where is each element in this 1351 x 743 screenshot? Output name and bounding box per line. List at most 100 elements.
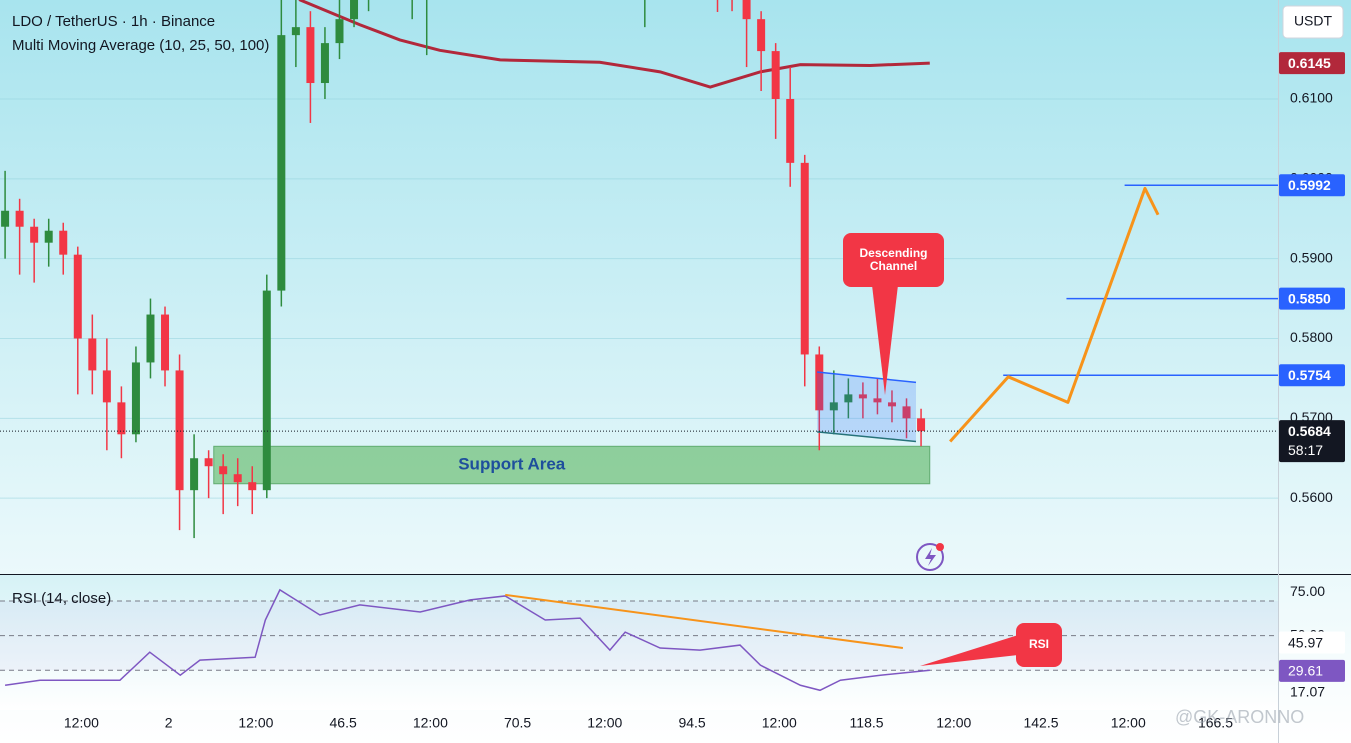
rsi-trendline: [505, 593, 904, 650]
callout-box: [843, 233, 944, 287]
rsi-title: RSI (14, close): [12, 590, 111, 607]
overlay: 0.61000.60000.59000.58000.57000.56000.61…: [64, 52, 1345, 731]
candle-body: [277, 35, 286, 291]
candle-body: [248, 482, 257, 491]
rsi-chip-label: 29.61: [1288, 663, 1323, 679]
x-tick-label: 12:00: [413, 715, 448, 731]
channel-lower: [817, 431, 917, 443]
y-tick-label: 0.5800: [1290, 329, 1333, 345]
currency-button[interactable]: [1282, 5, 1344, 39]
alert-dot: [936, 543, 944, 551]
alert-bolt: [925, 548, 936, 566]
candle-body: [320, 43, 329, 84]
candle-body: [161, 314, 170, 371]
candle-body: [175, 370, 184, 491]
projection: [949, 186, 1160, 443]
candle-body: [873, 398, 882, 403]
x-tick-label: 70.5: [504, 715, 531, 731]
candle-body: [131, 362, 140, 435]
candle-body: [844, 394, 853, 403]
price-chip: [1279, 287, 1345, 310]
candle-body: [742, 0, 751, 20]
rsi-chip: [1279, 659, 1345, 682]
candle-body: [887, 402, 896, 407]
x-tick-label: 2: [165, 715, 173, 731]
rsi-chip: [1279, 631, 1345, 654]
candle-body: [815, 354, 824, 411]
candle-body: [146, 314, 155, 363]
candle-body: [829, 402, 838, 411]
candle-body: [102, 370, 111, 403]
rsi-background: [0, 575, 1278, 710]
x-tick-label: 94.5: [678, 715, 705, 731]
candle-body: [117, 402, 126, 435]
y-tick-label: 0.5600: [1290, 489, 1333, 505]
x-tick-label: 166.5: [1198, 715, 1233, 731]
candle-body: [88, 338, 97, 371]
candle-body: [44, 230, 53, 243]
rsi-line: [4, 588, 930, 692]
candle-body: [771, 51, 780, 99]
candle-body: [291, 27, 300, 36]
last-price-chip: [1279, 420, 1345, 463]
x-tick-label: 12:00: [762, 715, 797, 731]
candle-body: [800, 162, 809, 355]
x-tick-label: 12:00: [587, 715, 622, 731]
candle-body: [335, 19, 344, 44]
x-tick-label: 12:00: [64, 715, 99, 731]
candle-body: [59, 230, 68, 255]
candle-body: [30, 226, 39, 243]
price-chip-label: 0.5850: [1288, 290, 1331, 306]
y-tick-label: 0.6100: [1290, 90, 1333, 106]
y-tick-label: 17.07: [1290, 683, 1325, 699]
rsi-callout-pointer: [920, 635, 1018, 666]
y-tick-label: 0.5900: [1290, 249, 1333, 265]
x-tick-label: 12:00: [936, 715, 971, 731]
price-chip-label: 0.6145: [1288, 55, 1331, 71]
channel-upper: [817, 371, 917, 384]
callout: Descending Channel: [859, 246, 928, 273]
candle-body: [73, 254, 82, 339]
chart-subtitle: Multi Moving Average (10, 25, 50, 100): [12, 37, 269, 54]
candle-body: [204, 458, 213, 467]
candle-body: [15, 210, 24, 227]
callout-pointer: [872, 285, 898, 395]
candle-body: [306, 27, 315, 84]
rsi-callout: RSI: [1029, 637, 1049, 651]
candle-body: [786, 98, 795, 163]
candle-body: [262, 290, 271, 491]
callout-label: Descending Channel: [859, 246, 928, 273]
price-chip: [1279, 364, 1345, 387]
candle-body: [350, 0, 359, 20]
candle-body: [219, 466, 228, 475]
price-chip: [1279, 174, 1345, 197]
candle-body: [233, 474, 242, 483]
support-label: Support Area: [458, 455, 566, 474]
watermark: @GK-ARONNO: [1175, 707, 1304, 727]
price-chip-label: 0.5992: [1288, 177, 1331, 193]
alert-icon[interactable]: [916, 543, 944, 571]
moving-average: [298, 0, 930, 89]
rsi-callout-box: [1016, 623, 1062, 667]
x-tick-label: 46.5: [330, 715, 357, 731]
x-tick-label: 12:00: [1111, 715, 1146, 731]
x-tick-label: 142.5: [1023, 715, 1058, 731]
last-price-label: 0.5684: [1288, 423, 1331, 439]
price-pane: Support Area Descending Channel: [0, 0, 1278, 539]
currency[interactable]: USDT: [1294, 13, 1333, 29]
chart-title: LDO / TetherUS · 1h · Binance: [12, 13, 215, 30]
price-chip-label: 0.5754: [1288, 367, 1331, 383]
rsi-pane: [0, 588, 1278, 692]
support-area: [213, 445, 931, 485]
candle-body: [1, 210, 10, 227]
rsi-chip-label: 45.97: [1288, 634, 1323, 650]
candle-body: [902, 406, 911, 419]
candle-body: [858, 394, 867, 399]
x-tick-label: 118.5: [850, 715, 884, 731]
countdown: 58:17: [1288, 442, 1323, 458]
price-chip: [1279, 52, 1345, 75]
x-tick-label: 12:00: [238, 715, 273, 731]
candle-body: [917, 418, 926, 432]
y-tick-label: 75.00: [1290, 583, 1325, 599]
